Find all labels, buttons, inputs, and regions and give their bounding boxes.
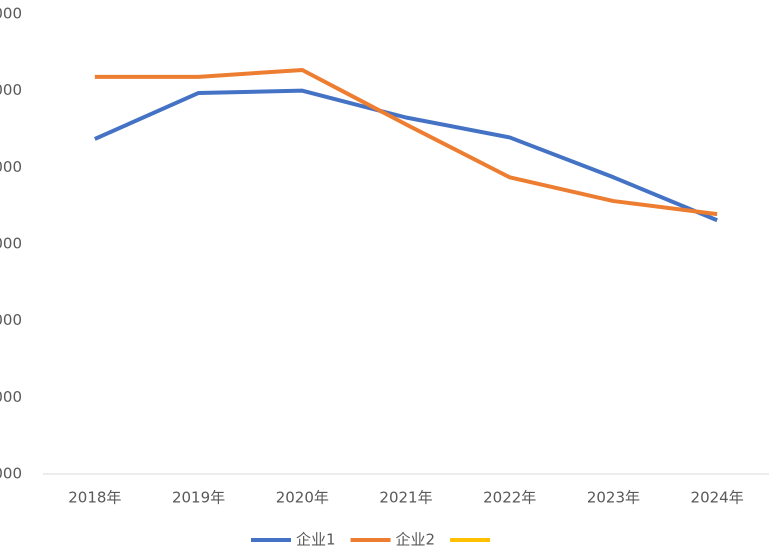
y-tick-label: 000 [0, 465, 22, 483]
x-tick-label: 2024年 [691, 489, 744, 507]
x-tick-label: 2021年 [379, 489, 432, 507]
legend-label: 企业1 [296, 531, 336, 549]
x-tick-label: 2018年 [68, 489, 121, 507]
y-tick-label: 000 [0, 388, 22, 406]
y-tick-label: 000 [0, 235, 22, 253]
x-tick-label: 2019年 [172, 489, 225, 507]
x-tick-label: 2020年 [276, 489, 329, 507]
y-tick-label: 000 [0, 158, 22, 176]
legend-label: 企业2 [396, 531, 436, 549]
series-line [94, 67, 718, 217]
series-line [94, 88, 718, 223]
x-tick-label: 2023年 [587, 489, 640, 507]
x-tick-label: 2022年 [483, 489, 536, 507]
y-tick-label: 000 [0, 5, 22, 23]
y-tick-label: 000 [0, 81, 22, 99]
y-tick-label: 000 [0, 311, 22, 329]
